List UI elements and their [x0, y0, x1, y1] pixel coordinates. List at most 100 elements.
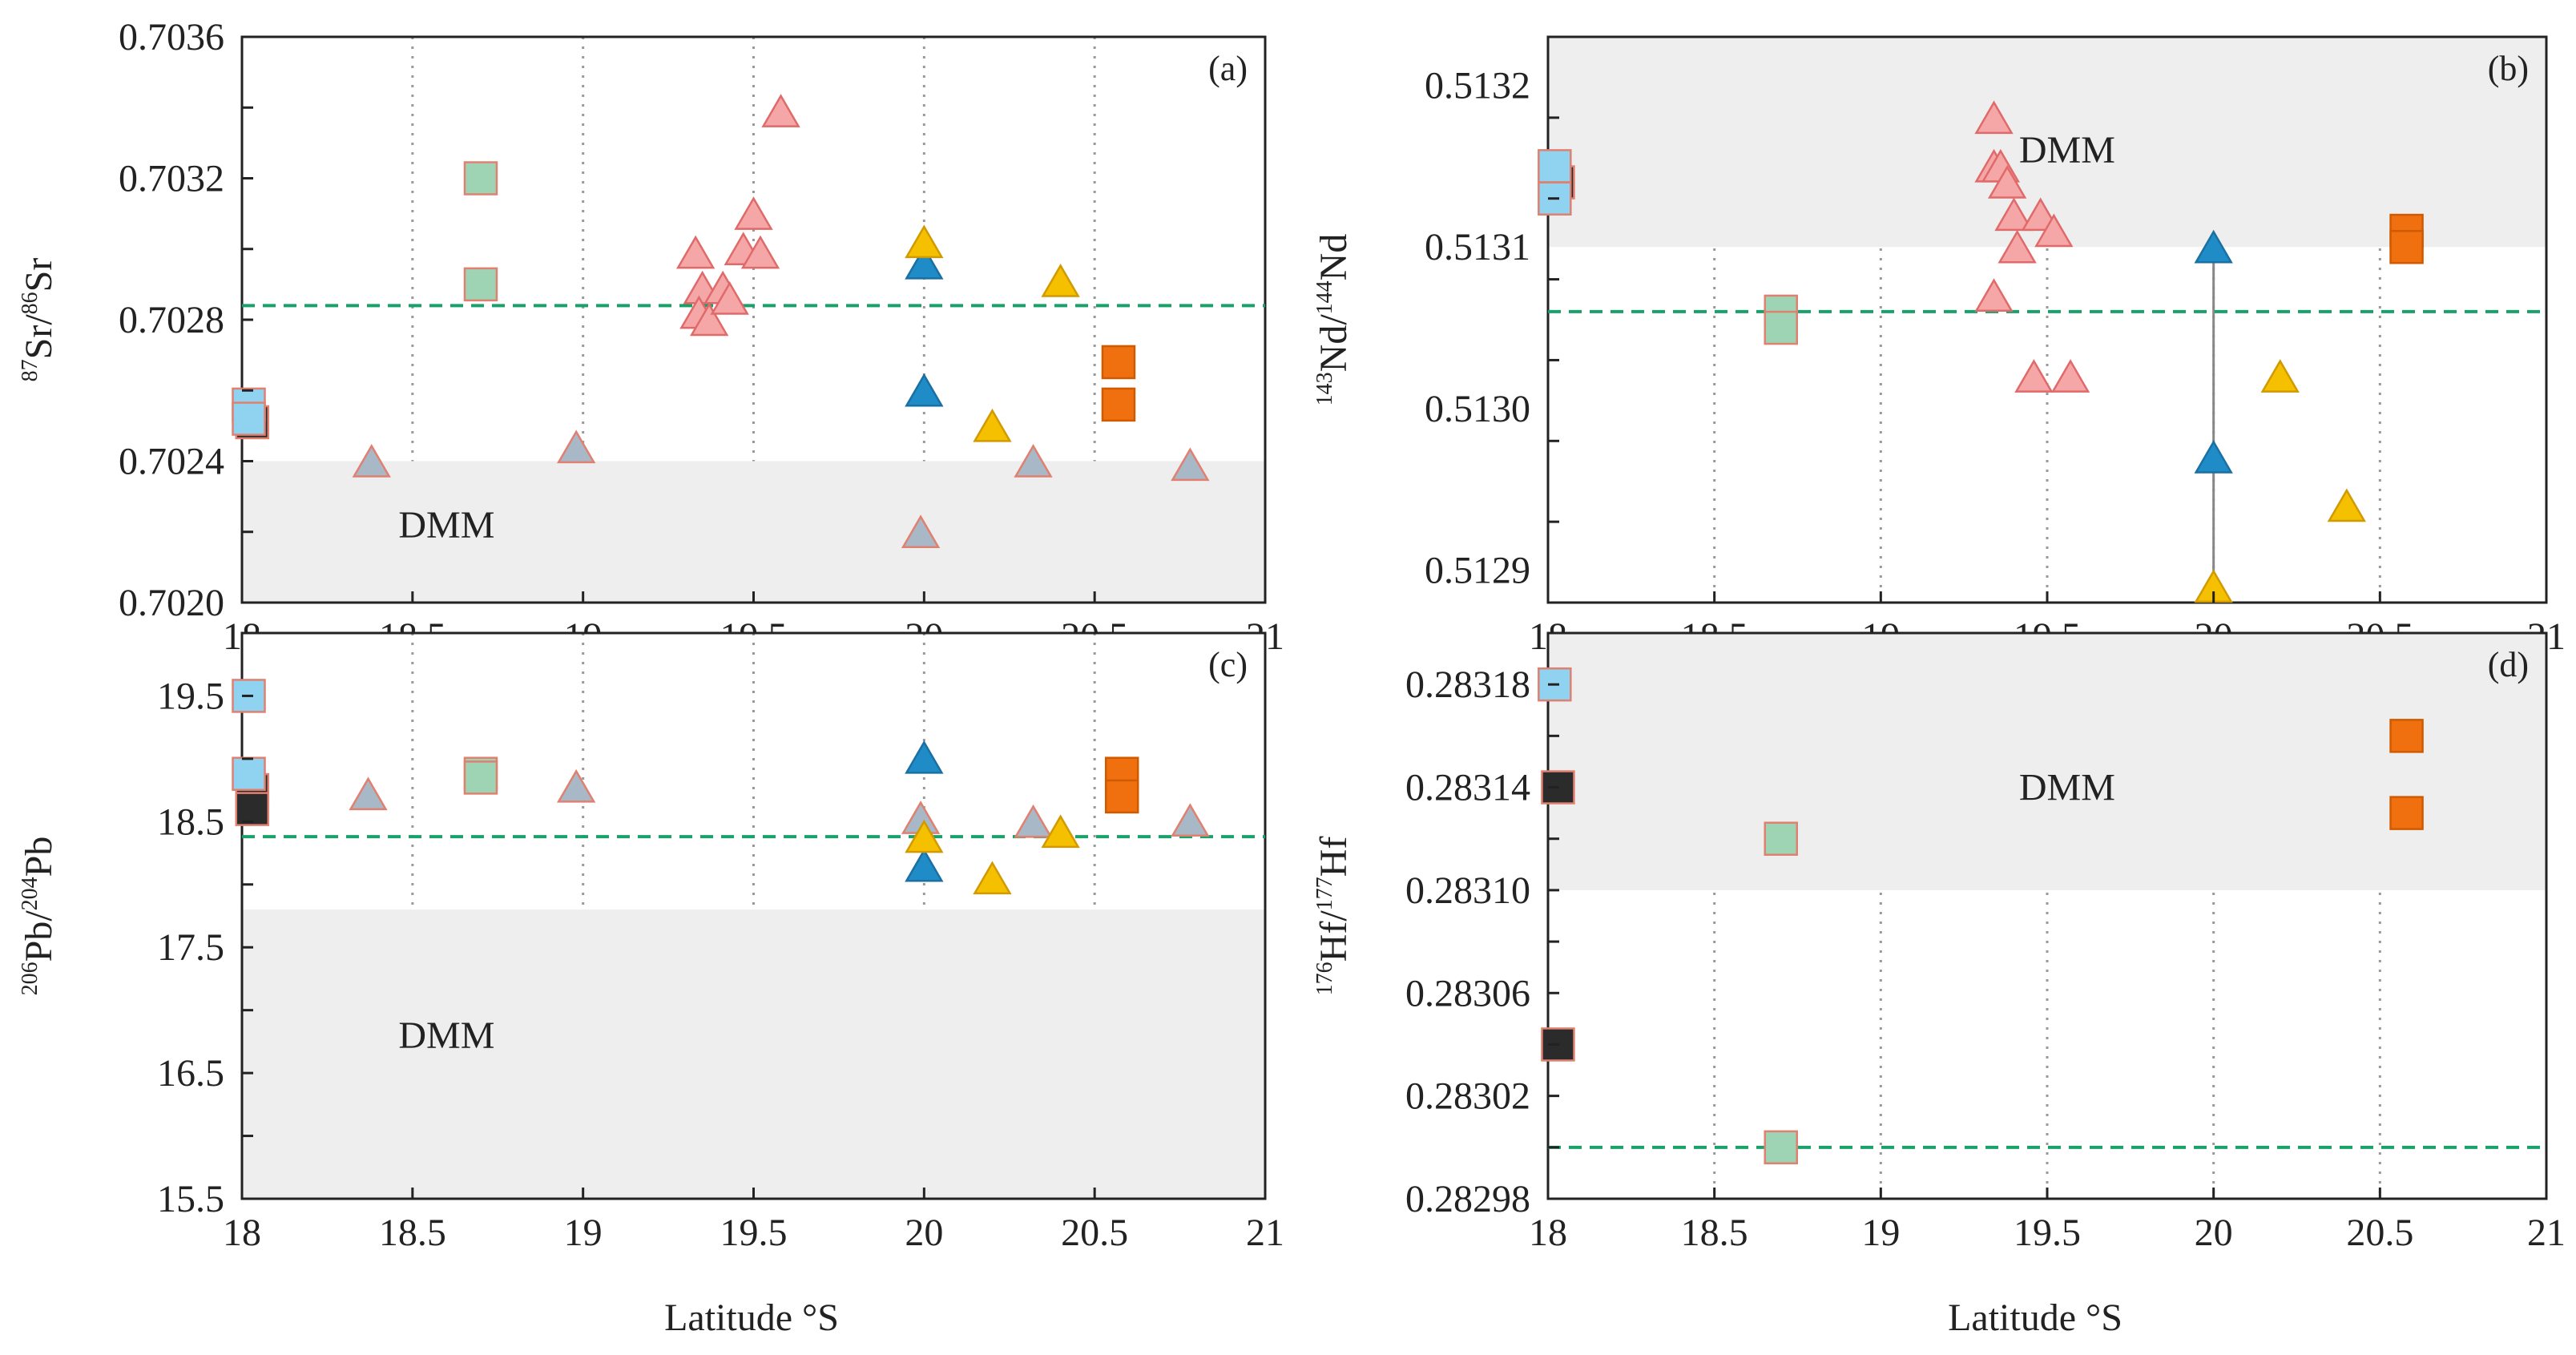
panel-d-x-tick-label: 20 [2195, 1212, 2233, 1254]
panel-b-pink-triangle-point [1974, 278, 2014, 312]
panel-a-green-square-point [463, 161, 498, 196]
panel-c-y-tick-label: 16.5 [157, 1052, 224, 1095]
panel-c-y-tick-label: 17.5 [157, 926, 224, 969]
panel-c-x-tick-label: 19 [564, 1212, 603, 1254]
panel-a-dmm-region [242, 461, 1265, 603]
panel-d-y-tick-label: 0.28318 [1405, 663, 1530, 706]
panel-c-dmm-region [242, 909, 1265, 1199]
panel-d-y-tick-label: 0.28310 [1405, 869, 1530, 912]
panel-c-y-tick-label: 15.5 [157, 1178, 224, 1220]
panel-a-ylabel: 87Sr/86Sr [18, 258, 60, 382]
panel-c-x-tick-label: 19.5 [720, 1212, 788, 1254]
panel-a-pink-triangle-point [740, 235, 780, 269]
panel-b-ylabel: 143Nd/144Nd [1312, 234, 1355, 406]
panel-c-gray-triangle-point [556, 768, 596, 803]
panel-d-orange-square-point [2389, 796, 2424, 830]
panel-c-x-tick-label: 20 [905, 1212, 943, 1254]
panel-c-x-tick-label: 18.5 [379, 1212, 446, 1254]
panel-d-y-tick-label: 0.28302 [1405, 1075, 1530, 1118]
panel-d-orange-square-point [2389, 719, 2424, 753]
panel-b-pink-triangle-point [2034, 213, 2074, 248]
panel-d-y-tick-label: 0.28298 [1405, 1178, 1530, 1220]
panel-c-x-tick-label: 18 [223, 1212, 261, 1254]
panel-a-orange-square-point [1101, 345, 1136, 380]
panel-a-gray-triangle-point [901, 514, 941, 548]
panel-c-orange-square-point [1104, 779, 1139, 814]
panel-b-yellow-triangle-point [2327, 488, 2366, 522]
panel-c-y-tick-label: 19.5 [157, 675, 224, 717]
panel-c-yellow-triangle-point [1041, 814, 1080, 849]
panel-a-gray-triangle-point [1014, 444, 1053, 478]
x-axis-title-left: Latitude °S [664, 1297, 839, 1339]
panel-b-pink-triangle-point [1987, 165, 2027, 199]
panel-c-skyblue-square-point [232, 756, 266, 791]
panel-a-gray-triangle-point [556, 429, 596, 464]
panel-b-skyblue-square-point [1538, 149, 1572, 183]
panel-a-gray-triangle-point [1171, 447, 1210, 482]
panel-a-pink-triangle-point [761, 94, 800, 127]
panel-b-label: (b) [2488, 49, 2529, 88]
panel-d-x-tick-label: 20.5 [2346, 1212, 2413, 1254]
panel-a-skyblue-square-point [232, 401, 266, 436]
panel-d-ylabel: 176Hf/177Hf [1312, 837, 1355, 996]
panel-c-yellow-triangle-point [973, 861, 1012, 895]
panel-b-y-tick-label: 0.5129 [1425, 550, 1530, 592]
panel-b-green-square-point [1764, 310, 1798, 345]
panel-a-gray-triangle-point [352, 444, 391, 478]
panel-d-x-tick-label: 19.5 [2014, 1212, 2081, 1254]
panel-d-label: (d) [2488, 645, 2529, 684]
panel-c-x-tick-label: 21 [1246, 1212, 1284, 1254]
panel-d-y-tick-label: 0.28314 [1405, 767, 1530, 809]
panel-b-y-tick-label: 0.5130 [1425, 388, 1530, 430]
panel-a-blue-triangle-point [905, 245, 944, 280]
panel-a-blue-triangle-point [905, 373, 944, 407]
panel-a-y-tick-label: 0.7020 [119, 582, 224, 624]
panel-c-gray-triangle-point [1171, 803, 1210, 837]
panel-b-yellow-triangle-point [2260, 359, 2300, 393]
panel-a-yellow-triangle-point [1041, 263, 1080, 297]
panel-a-yellow-triangle-point [973, 408, 1012, 442]
panel-c-blue-triangle-point [905, 848, 944, 882]
panel-d-green-square-point [1764, 1130, 1798, 1165]
panel-c: 15.5 16.5 17.5 18.5 19.5 18 18.5 19 19.5 20 20.5 2… [18, 631, 1284, 1254]
panel-c-ylabel: 206Pb/204Pb [18, 837, 60, 996]
panel-a-label: (a) [1208, 49, 1248, 88]
panel-b-blue-triangle-point [2194, 439, 2233, 474]
panel-b-blue-triangle-point [2194, 229, 2233, 264]
panel-c-x-tick-label: 20.5 [1061, 1212, 1128, 1254]
panel-a-region-label: DMM [398, 504, 494, 546]
panel-d: 0.28298 0.28302 0.28306 0.28310 0.28314 0.283… [1312, 631, 2566, 1254]
panel-b-pink-triangle-point [2050, 359, 2090, 393]
panel-b-orange-square-point [2389, 229, 2424, 264]
panel-a-orange-square-point [1101, 387, 1136, 422]
panel-c-y-tick-label: 18.5 [157, 800, 224, 843]
panel-a-yellow-triangle-point [905, 224, 944, 259]
panel-c-blue-triangle-point [905, 740, 944, 774]
panel-b-pink-triangle-point [1998, 229, 2037, 264]
panel-b-region-label: DMM [2019, 129, 2115, 171]
panel-c-gray-triangle-point [349, 776, 388, 811]
panel-d-y-tick-label: 0.28306 [1405, 972, 1530, 1014]
panel-a-pink-triangle-point [710, 281, 749, 315]
panel-b-y-tick-label: 0.5132 [1425, 65, 1530, 107]
panel-a-y-tick-label: 0.7024 [119, 441, 224, 483]
panel-d-region-label: DMM [2019, 767, 2115, 809]
panel-d-x-tick-label: 18.5 [1681, 1212, 1748, 1254]
panel-a-pink-triangle-point [734, 196, 773, 230]
panel-c-green-square-point [463, 760, 498, 795]
panel-d-x-tick-label: 21 [2527, 1212, 2566, 1254]
panel-d-green-square-point [1764, 821, 1798, 856]
panel-b-pink-triangle-point [2014, 359, 2054, 393]
panel-c-region-label: DMM [398, 1014, 494, 1057]
panel-d-x-tick-label: 18 [1529, 1212, 1567, 1254]
panel-b-pink-triangle-point [1974, 100, 2014, 135]
panel-b-pink-triangle-point [1994, 197, 2034, 232]
panel-d-x-tick-label: 19 [1861, 1212, 1900, 1254]
x-axis-title-right: Latitude °S [1948, 1297, 2122, 1339]
panel-a-y-tick-label: 0.7032 [119, 158, 224, 200]
panel-a-pink-triangle-point [675, 235, 716, 269]
panel-a-y-tick-label: 0.7036 [119, 16, 224, 58]
